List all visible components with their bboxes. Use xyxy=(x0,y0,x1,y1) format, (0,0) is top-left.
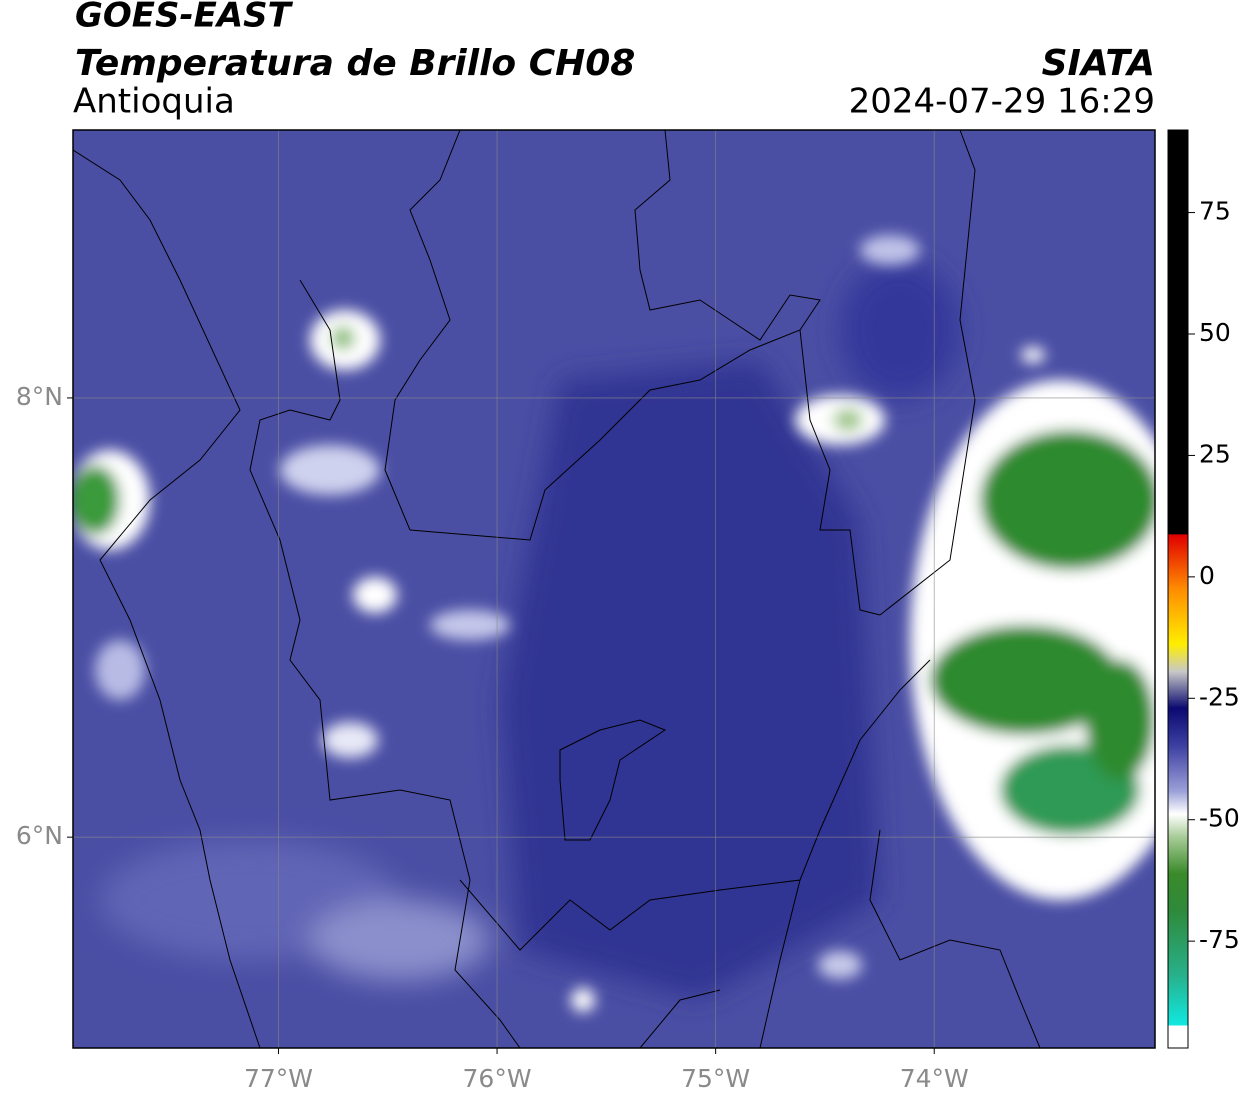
y-tick-label: 8°N xyxy=(16,382,63,411)
x-tick-label: 76°W xyxy=(463,1064,532,1093)
x-tick-label: 77°W xyxy=(244,1064,313,1093)
x-tick-label: 74°W xyxy=(900,1064,969,1093)
x-tick-label: 75°W xyxy=(681,1064,750,1093)
agency: SIATA xyxy=(1042,43,1155,84)
region: Antioquia xyxy=(73,82,235,122)
product-title: Temperatura de Brillo CH08 xyxy=(75,43,635,84)
colorbar xyxy=(1167,129,1189,1049)
datetime: 2024-07-29 16:29 xyxy=(849,82,1155,122)
colorbar-tick-label: 75 xyxy=(1199,197,1231,226)
map-image xyxy=(73,130,1155,1048)
y-tick-label: 6°N xyxy=(16,821,63,850)
satellite-title: GOES-EAST xyxy=(75,0,294,36)
colorbar-tick-label: -75 xyxy=(1199,925,1240,954)
colorbar-tick-label: -50 xyxy=(1199,804,1240,833)
map-frame xyxy=(72,129,1156,1049)
colorbar-tick-label: 25 xyxy=(1199,439,1231,468)
colorbar-tick-label: 0 xyxy=(1199,561,1215,590)
grid xyxy=(73,130,1155,1048)
colorbar-tick-label: 50 xyxy=(1199,318,1231,347)
colorbar-tick-label: -25 xyxy=(1199,682,1240,711)
